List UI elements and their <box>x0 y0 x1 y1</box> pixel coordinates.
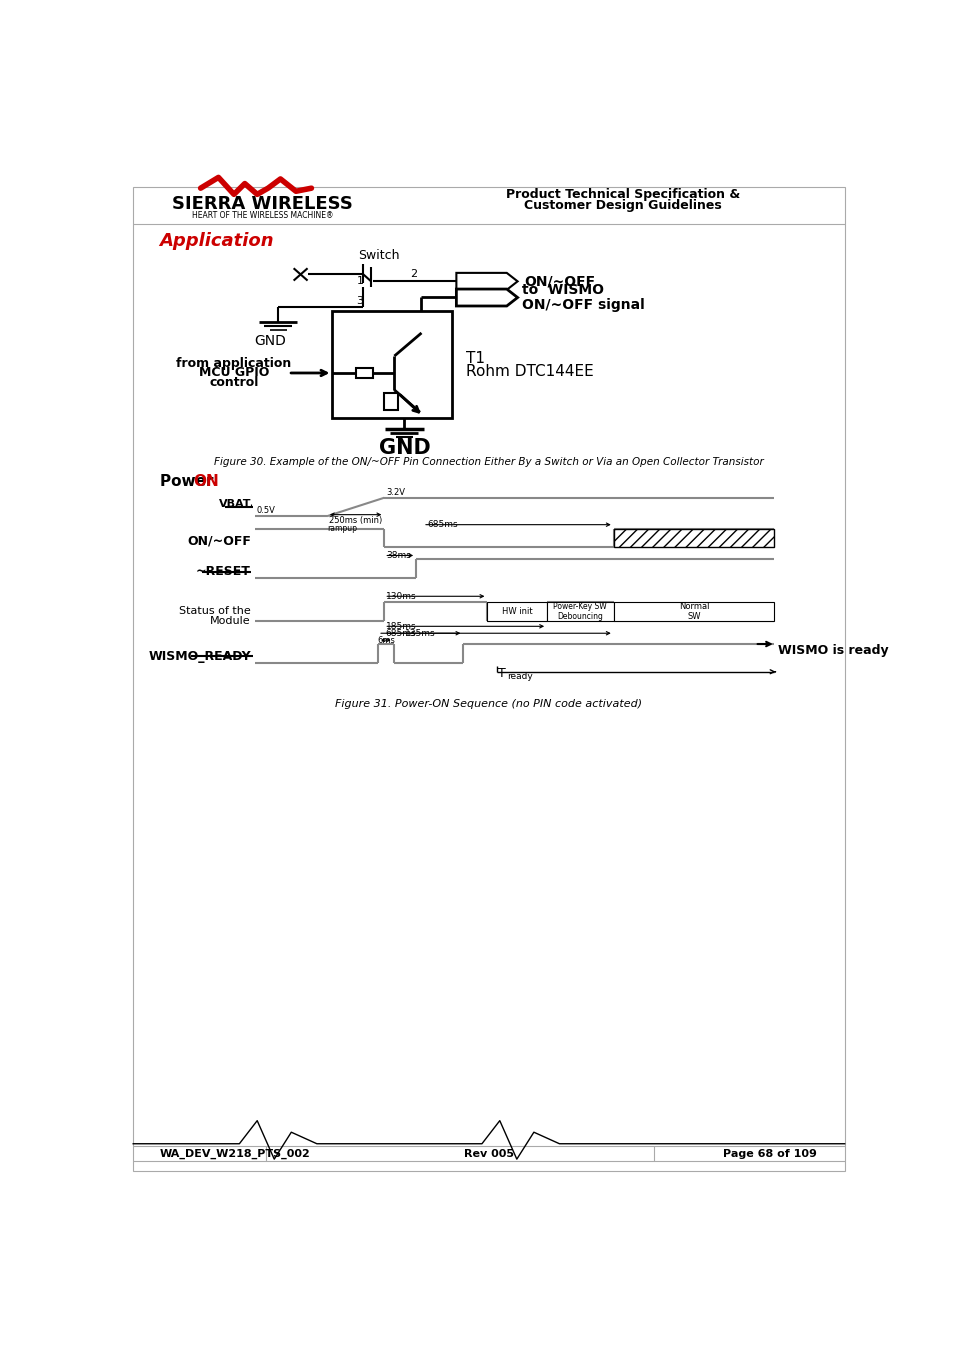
Bar <box>355 367 373 378</box>
Text: Switch: Switch <box>357 250 399 262</box>
Text: ~RESET: ~RESET <box>196 566 251 578</box>
Text: Customer Design Guidelines: Customer Design Guidelines <box>523 200 721 212</box>
Text: T1: T1 <box>466 351 485 366</box>
Text: Power: Power <box>159 474 218 489</box>
Text: Product Technical Specification &: Product Technical Specification & <box>505 188 740 201</box>
Polygon shape <box>456 289 517 306</box>
Text: T: T <box>497 667 505 680</box>
Text: ready: ready <box>506 672 532 680</box>
Text: ON/~OFF signal: ON/~OFF signal <box>521 298 644 312</box>
Text: Rohm DTC144EE: Rohm DTC144EE <box>466 364 594 379</box>
Text: 0.5V: 0.5V <box>256 506 275 516</box>
Text: 38ms: 38ms <box>385 551 411 560</box>
Bar <box>546 602 613 621</box>
Text: MCU GPIO: MCU GPIO <box>198 366 269 379</box>
Text: ON/~OFF: ON/~OFF <box>523 274 595 289</box>
Bar <box>613 528 773 547</box>
Text: 250ms (min): 250ms (min) <box>329 516 382 525</box>
Bar <box>487 602 546 621</box>
Text: to  WISMO: to WISMO <box>521 282 603 297</box>
Text: WA_DEV_W218_PTS_002: WA_DEV_W218_PTS_002 <box>159 1149 310 1158</box>
Text: Status of the: Status of the <box>179 606 251 616</box>
Text: control: control <box>209 375 258 389</box>
Text: ON: ON <box>193 474 219 489</box>
Text: 1: 1 <box>356 275 363 286</box>
Text: 2: 2 <box>410 270 416 279</box>
Text: rampup: rampup <box>328 524 357 533</box>
Text: Figure 30. Example of the ON/~OFF Pin Connection Either By a Switch or Via an Op: Figure 30. Example of the ON/~OFF Pin Co… <box>213 458 763 467</box>
Text: Power-Key SW
Debouncing: Power-Key SW Debouncing <box>553 602 607 621</box>
Text: from application: from application <box>176 358 292 370</box>
Bar <box>613 602 773 621</box>
Polygon shape <box>456 273 517 290</box>
Text: 3: 3 <box>355 296 363 305</box>
Text: GND: GND <box>378 439 430 459</box>
Text: 185ms: 185ms <box>385 622 416 630</box>
Text: ON/~OFF: ON/~OFF <box>187 535 251 547</box>
Text: 130ms: 130ms <box>385 591 416 601</box>
Bar <box>384 393 397 410</box>
Text: Page 68 of 109: Page 68 of 109 <box>722 1149 816 1158</box>
Text: Rev 005: Rev 005 <box>463 1149 514 1158</box>
Text: HW init: HW init <box>501 608 532 616</box>
Text: Application: Application <box>159 232 274 250</box>
Text: 685ms: 685ms <box>427 520 457 529</box>
Text: 6ms: 6ms <box>376 636 395 645</box>
Text: Figure 31. Power-ON Sequence (no PIN code activated): Figure 31. Power-ON Sequence (no PIN cod… <box>335 699 641 709</box>
Text: WISMO_READY: WISMO_READY <box>149 649 251 663</box>
Text: 685ms: 685ms <box>385 629 416 637</box>
Text: GND: GND <box>254 333 286 348</box>
Text: SIERRA WIRELESS: SIERRA WIRELESS <box>172 196 353 213</box>
Bar <box>332 312 452 417</box>
Text: HEART OF THE WIRELESS MACHINE®: HEART OF THE WIRELESS MACHINE® <box>192 212 333 220</box>
Text: VBAT: VBAT <box>218 500 251 509</box>
Text: Module: Module <box>211 616 251 626</box>
Text: 135ms: 135ms <box>405 629 436 637</box>
Text: WISMO is ready: WISMO is ready <box>778 644 887 656</box>
Text: Normal
SW: Normal SW <box>678 602 708 621</box>
Text: 3.2V: 3.2V <box>385 487 404 497</box>
